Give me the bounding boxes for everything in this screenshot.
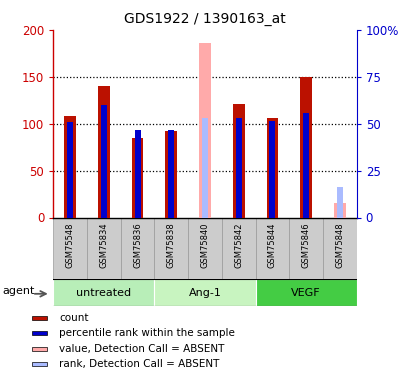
Text: GSM75838: GSM75838 (166, 222, 175, 268)
Bar (154, 217, 188, 279)
Bar (101, 105, 107, 218)
Bar (131, 138, 143, 218)
Text: VEGF: VEGF (291, 288, 320, 297)
Bar (32, 316, 47, 320)
Text: GSM75848: GSM75848 (335, 222, 344, 268)
Bar (64, 116, 76, 218)
Text: GSM75836: GSM75836 (133, 222, 142, 268)
Text: GSM75844: GSM75844 (267, 222, 276, 268)
Title: GDS1922 / 1390163_at: GDS1922 / 1390163_at (124, 12, 285, 26)
Bar (255, 279, 356, 306)
Bar (232, 104, 244, 218)
Text: agent: agent (3, 286, 35, 296)
Bar (165, 131, 177, 218)
Text: rank, Detection Call = ABSENT: rank, Detection Call = ABSENT (59, 359, 219, 369)
Bar (67, 122, 73, 218)
Bar (269, 121, 275, 218)
Bar (134, 130, 140, 218)
Bar (336, 187, 342, 218)
Bar (266, 118, 278, 218)
Bar (235, 118, 241, 218)
Bar (255, 217, 289, 279)
Bar (53, 217, 87, 279)
Text: GSM75834: GSM75834 (99, 222, 108, 268)
Text: percentile rank within the sample: percentile rank within the sample (59, 328, 235, 338)
Text: GSM75842: GSM75842 (234, 222, 243, 268)
Text: GSM75846: GSM75846 (301, 222, 310, 268)
Text: GSM75840: GSM75840 (200, 222, 209, 268)
Bar (53, 279, 154, 306)
Bar (168, 130, 174, 218)
Bar (32, 332, 47, 335)
Text: Ang-1: Ang-1 (188, 288, 221, 297)
Text: count: count (59, 313, 89, 323)
Bar (199, 43, 210, 218)
Bar (98, 86, 110, 218)
Bar (202, 118, 207, 218)
Text: GSM75548: GSM75548 (65, 222, 74, 268)
Bar (32, 362, 47, 366)
Bar (188, 217, 221, 279)
Bar (322, 217, 356, 279)
Text: untreated: untreated (76, 288, 131, 297)
Bar (87, 217, 120, 279)
Bar (120, 217, 154, 279)
Bar (154, 279, 255, 306)
Bar (333, 202, 345, 217)
Bar (221, 217, 255, 279)
Bar (32, 347, 47, 351)
Bar (299, 77, 311, 218)
Bar (302, 112, 308, 218)
Bar (289, 217, 322, 279)
Text: value, Detection Call = ABSENT: value, Detection Call = ABSENT (59, 344, 224, 354)
